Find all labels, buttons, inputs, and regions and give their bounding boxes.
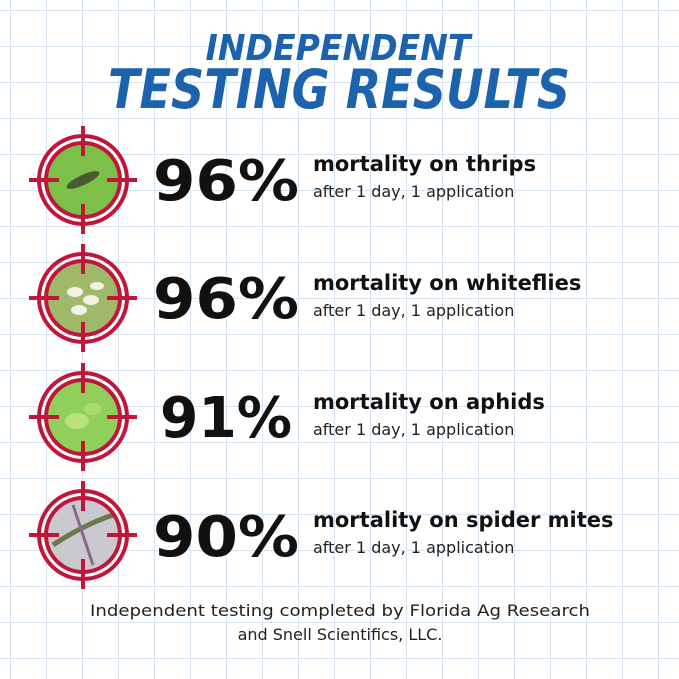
result-detail: after 1 day, 1 application	[313, 538, 514, 557]
percent: 96%	[153, 267, 299, 332]
percent: 90%	[153, 505, 299, 570]
result-detail: after 1 day, 1 application	[313, 182, 514, 201]
result-detail: after 1 day, 1 application	[313, 420, 514, 439]
target-icon	[29, 126, 137, 234]
result-detail: after 1 day, 1 application	[313, 301, 514, 320]
result-label: mortality on thrips	[313, 152, 536, 176]
result-label: mortality on aphids	[313, 390, 545, 414]
target-icon	[29, 244, 137, 352]
target-icon	[29, 481, 137, 589]
title-line2: TESTING RESULTS	[108, 58, 570, 121]
title-line1: INDEPENDENT	[206, 28, 473, 69]
target-icon	[29, 363, 137, 471]
footer-line: Independent testing completed by Florida…	[90, 601, 590, 620]
result-label: mortality on whiteflies	[313, 271, 581, 295]
percent: 96%	[153, 149, 299, 214]
result-label: mortality on spider mites	[313, 508, 614, 532]
footer-line: and Snell Scientifics, LLC.	[238, 625, 443, 644]
percent: 91%	[160, 386, 292, 451]
